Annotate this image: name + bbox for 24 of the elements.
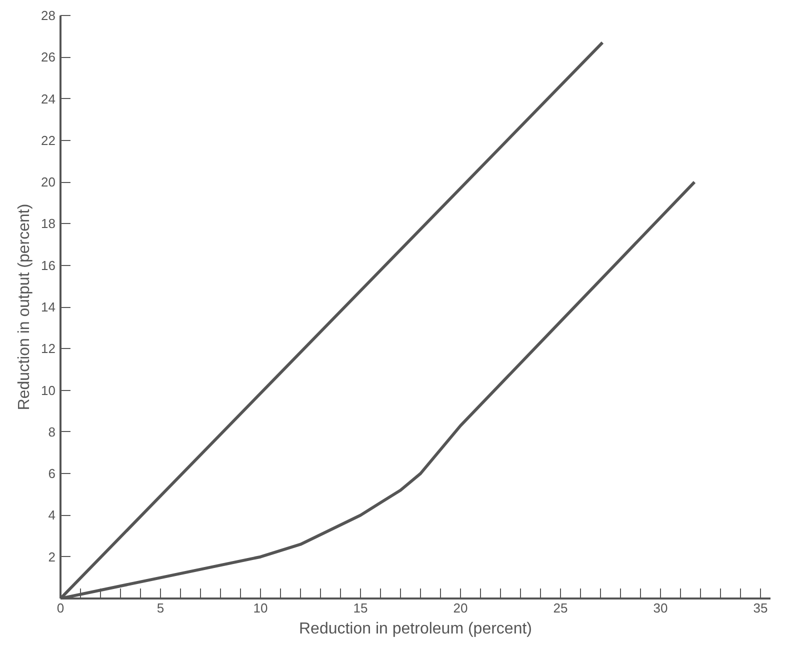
- y-tick-label: 22: [41, 132, 56, 148]
- y-tick-label: 16: [41, 258, 56, 273]
- x-tick-label: 0: [56, 600, 64, 616]
- y-tick-label: 2: [48, 549, 56, 564]
- y-tick-label: 10: [41, 382, 56, 398]
- x-tick-label: 20: [453, 600, 468, 616]
- y-tick-label: 28: [41, 8, 56, 23]
- x-tick-label: 10: [253, 600, 268, 616]
- y-tick-label: 4: [48, 508, 56, 523]
- y-tick-label: 20: [41, 174, 56, 190]
- y-axis-title: Reduction in output (percent): [16, 204, 34, 410]
- y-tick-label: 26: [41, 50, 56, 65]
- y-tick-label: 6: [48, 466, 56, 482]
- y-tick-label: 24: [41, 91, 56, 106]
- x-axis-title: Reduction in petroleum (percent): [298, 620, 532, 638]
- x-tick-label: 25: [553, 600, 568, 616]
- y-tick-label: 14: [41, 300, 56, 314]
- x-tick-label: 30: [653, 600, 668, 616]
- y-tick-label: 12: [41, 341, 56, 356]
- y-tick-label: 18: [41, 216, 56, 232]
- x-tick-label: 5: [156, 600, 164, 616]
- y-tick-label: 8: [48, 424, 56, 440]
- x-tick-label: 35: [753, 600, 768, 616]
- x-tick-label: 15: [353, 600, 368, 616]
